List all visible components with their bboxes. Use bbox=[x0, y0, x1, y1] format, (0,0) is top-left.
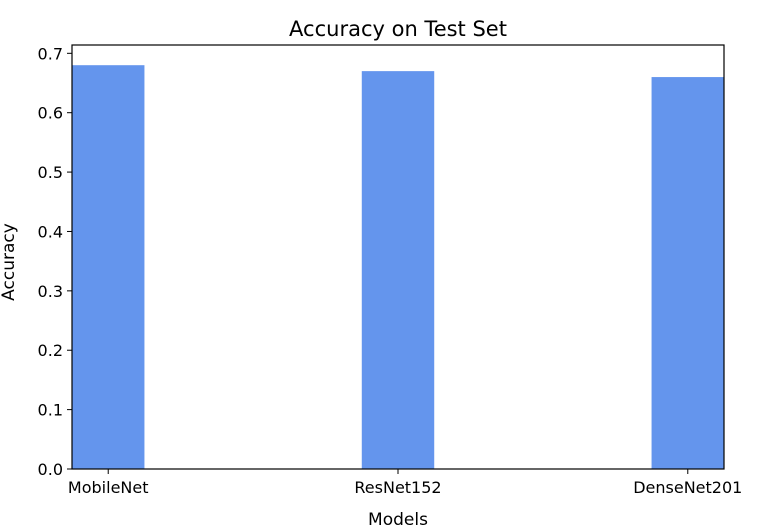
bar-resnet152 bbox=[361, 71, 435, 470]
chart-title: Accuracy on Test Set bbox=[289, 17, 507, 41]
y-tick-label: 0.1 bbox=[38, 401, 63, 420]
bars-group bbox=[72, 65, 724, 470]
y-tick-label: 0.4 bbox=[38, 222, 63, 241]
bar-densenet201 bbox=[651, 77, 724, 469]
y-tick-label: 0.5 bbox=[38, 163, 63, 182]
x-axis-label: Models bbox=[368, 510, 428, 530]
y-tick-label: 0.0 bbox=[38, 460, 63, 479]
x-tick-label: DenseNet201 bbox=[633, 478, 742, 497]
x-tick-label: MobileNet bbox=[68, 478, 149, 497]
y-tick-label: 0.6 bbox=[38, 104, 63, 123]
y-axis-label: Accuracy bbox=[0, 223, 19, 301]
plot-frame bbox=[71, 44, 725, 470]
bar-mobilenet bbox=[72, 65, 145, 469]
x-axis-ticks: MobileNet ResNet152 DenseNet201 bbox=[68, 469, 742, 497]
x-tick-label: ResNet152 bbox=[354, 478, 441, 497]
y-axis-ticks: 0.0 0.1 0.2 0.3 0.4 0.5 0.6 0.7 bbox=[38, 44, 72, 479]
y-tick-label: 0.3 bbox=[38, 282, 63, 301]
y-tick-label: 0.7 bbox=[38, 44, 63, 63]
y-tick-label: 0.2 bbox=[38, 341, 63, 360]
